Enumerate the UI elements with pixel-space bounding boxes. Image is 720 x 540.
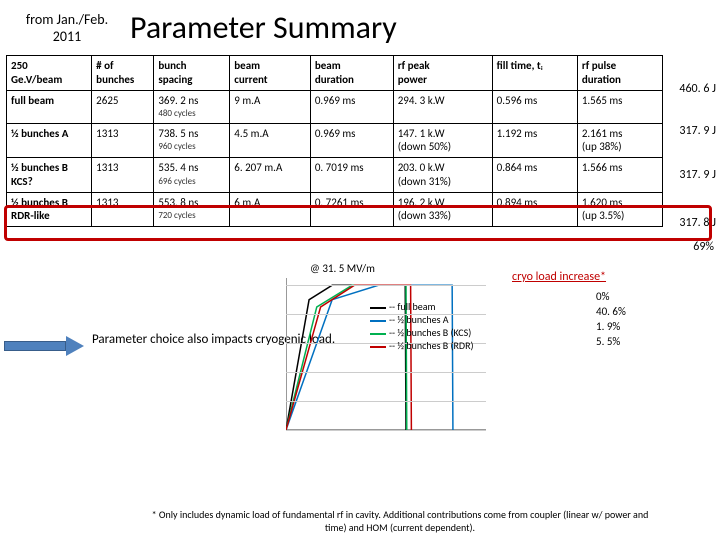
ext-val-0: 460. 6 J (679, 82, 716, 96)
cell: 0. 7261 ms (310, 192, 393, 227)
cell: 2625 (92, 90, 154, 123)
cell: 0.864 ms (492, 158, 577, 193)
cell: 0.596 ms (492, 90, 577, 123)
cell: 1.566 ms (577, 158, 662, 193)
cell: 0.969 ms (310, 90, 393, 123)
ext-val-1: 317. 9 J (679, 124, 716, 138)
cell: ½ bunches A (7, 123, 92, 158)
cell: 369. 2 ns480 cycles (154, 90, 230, 123)
cell: 1313 (92, 123, 154, 158)
cell: 2.161 ms (up 38%) (577, 123, 662, 158)
col-header: rf peak power (393, 56, 492, 91)
legend-item: -- ½ bunches A (370, 313, 474, 326)
cell: 6 m.A (230, 192, 311, 227)
legend-item: -- ½ bunches B (KCS) (370, 326, 474, 339)
table-row: ½ bunches B KCS?1313535. 4 ns696 cycles6… (7, 158, 716, 193)
ext-val-2: 317. 9 J (679, 168, 716, 182)
cell: 1313 (92, 158, 154, 193)
legend-item: -- ½ bunches B (RDR) (370, 339, 474, 352)
cell: 1.620 ms (up 3.5%) (577, 192, 662, 227)
cell: 0.894 ms (492, 192, 577, 227)
col-header: rf pulse duration (577, 56, 662, 91)
cell: 6. 207 m.A (230, 158, 311, 193)
cell: 553. 8 ns720 cycles (154, 192, 230, 227)
col-header: beam duration (310, 56, 393, 91)
cell: 738. 5 ns960 cycles (154, 123, 230, 158)
cryo-load-values: 0%40. 6% 1. 9%5. 5% (596, 290, 626, 349)
cell: 294. 3 k.W (393, 90, 492, 123)
cell: 4.5 m.A (230, 123, 311, 158)
cell: 1313 (92, 192, 154, 227)
cryo-load-label: cryo load increase* (512, 270, 606, 284)
col-header: 250 Ge.V/beam (7, 56, 92, 91)
col-header: beam current (230, 56, 311, 91)
cell: 1.565 ms (577, 90, 662, 123)
cell: 147. 1 k.W (down 50%) (393, 123, 492, 158)
arrow-icon (4, 336, 86, 356)
cell: ½ bunches B KCS? (7, 158, 92, 193)
cell: 0.969 ms (310, 123, 393, 158)
table-row: ½ bunches B RDR-like1313553. 8 ns720 cyc… (7, 192, 716, 227)
table-row: ½ bunches A1313738. 5 ns960 cycles4.5 m.… (7, 123, 716, 158)
chart (254, 260, 494, 450)
cell: 535. 4 ns696 cycles (154, 158, 230, 193)
cell: ½ bunches B RDR-like (7, 192, 92, 227)
cell: full beam (7, 90, 92, 123)
subtitle: from Jan./Feb. 2011 (12, 11, 122, 45)
parameter-table: 250 Ge.V/beam# of bunchesbunch spacingbe… (6, 55, 716, 227)
col-header: bunch spacing (154, 56, 230, 91)
legend-item: -- full beam (370, 300, 474, 313)
col-header: fill time, tᵢ (492, 56, 577, 91)
cell: 1.192 ms (492, 123, 577, 158)
cell: 203. 0 k.W (down 31%) (393, 158, 492, 193)
chart-legend: -- full beam-- ½ bunches A-- ½ bunches B… (370, 300, 474, 352)
col-header: # of bunches (92, 56, 154, 91)
pct-69: 69% (693, 240, 714, 254)
page-title: Parameter Summary (130, 8, 397, 47)
cell: 9 m.A (230, 90, 311, 123)
ext-val-3: 317. 8 J (679, 216, 716, 230)
footnote: * Only includes dynamic load of fundamen… (150, 508, 650, 534)
table-row: full beam2625369. 2 ns480 cycles9 m.A0.9… (7, 90, 716, 123)
cell: 0. 7019 ms (310, 158, 393, 193)
cell: 196. 2 k.W (down 33%) (393, 192, 492, 227)
